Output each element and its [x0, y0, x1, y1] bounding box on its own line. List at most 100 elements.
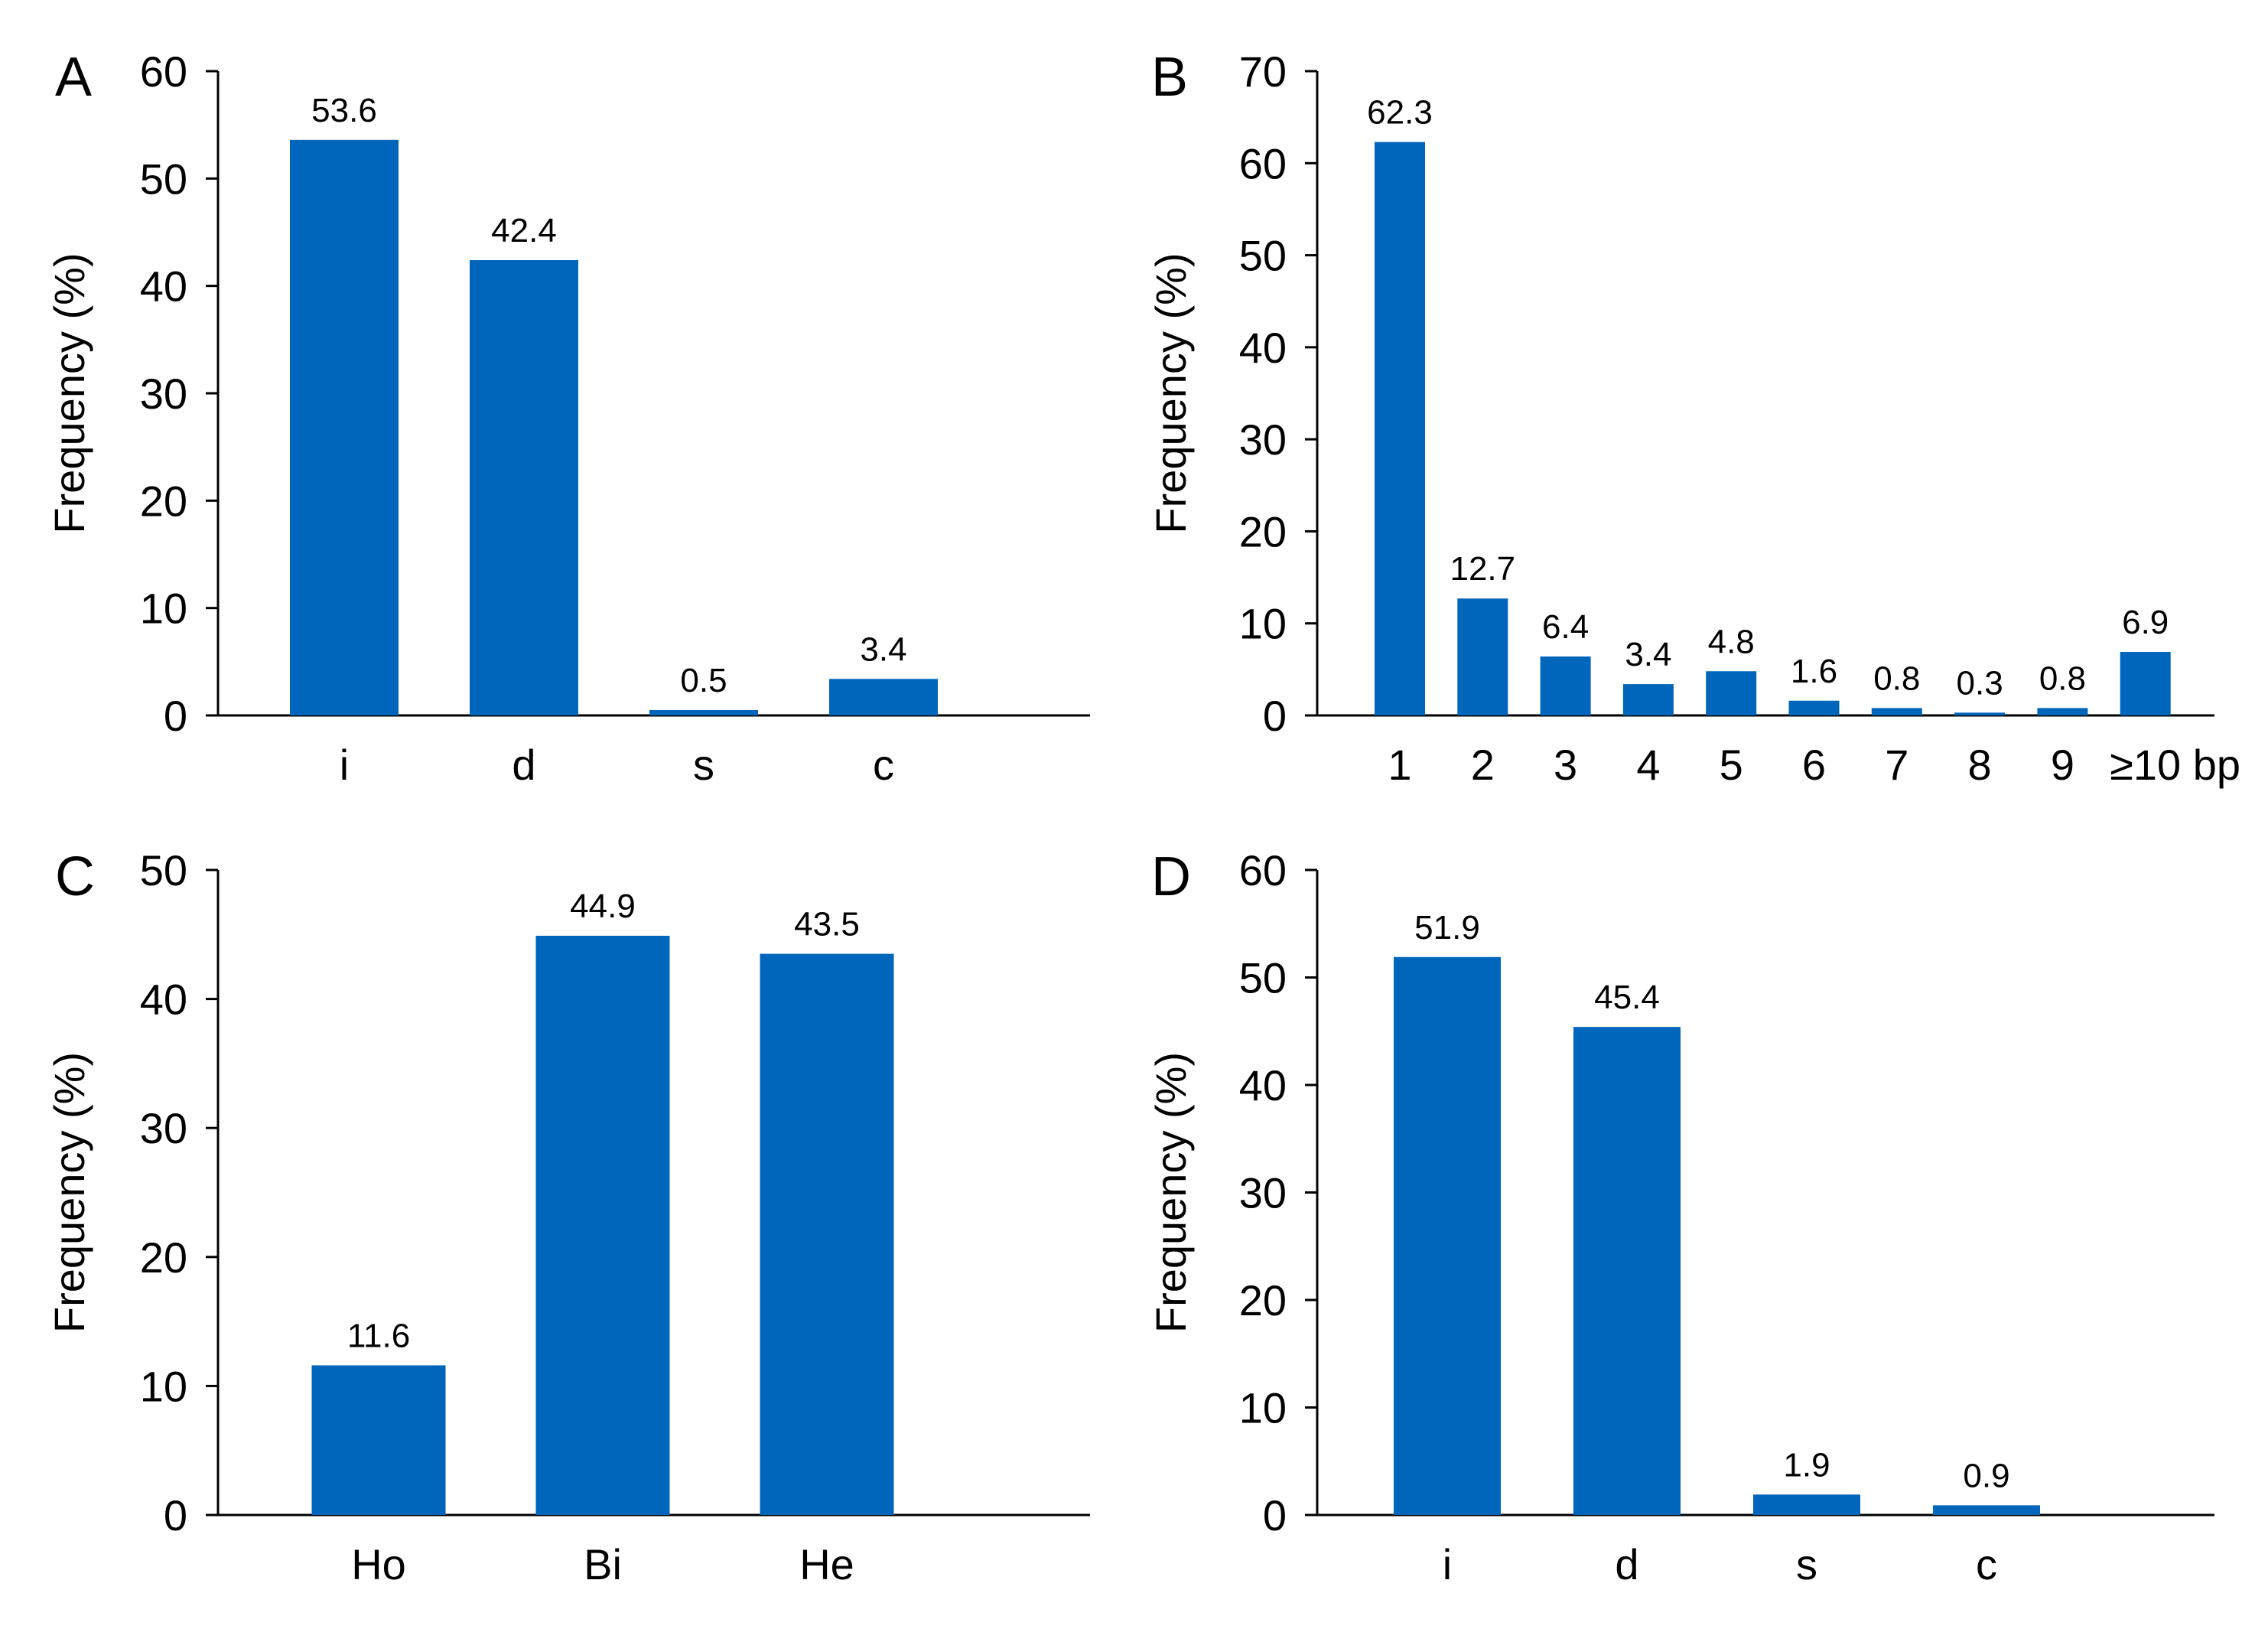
y-tick-label: 60 [1239, 139, 1287, 187]
data-label: 44.9 [570, 888, 636, 925]
y-tick-label: 10 [1239, 600, 1287, 648]
bar-He [760, 953, 894, 1515]
y-tick-label: 40 [140, 262, 187, 311]
x-tick-label: s [693, 741, 714, 789]
data-label: 51.9 [1414, 909, 1480, 946]
data-label: 6.4 [1542, 608, 1589, 646]
y-tick-label: 20 [140, 477, 187, 525]
y-tick-label: 40 [1239, 1061, 1287, 1109]
bar-6 [1788, 700, 1840, 715]
bar-7 [1871, 708, 1922, 715]
x-tick-label: d [1615, 1540, 1638, 1588]
y-tick-label: 20 [1239, 507, 1287, 555]
x-tick-label: 8 [1968, 741, 1992, 789]
x-tick-label: 6 [1802, 741, 1826, 789]
x-tick-label: Bi [584, 1540, 622, 1588]
x-tick-label: 4 [1636, 741, 1660, 789]
y-axis-label: Frequency (%) [45, 252, 93, 533]
panel-letter: D [1151, 846, 1191, 907]
y-tick-label: 60 [140, 47, 187, 96]
y-tick-label: 50 [1239, 954, 1287, 1002]
y-axis-label: Frequency (%) [1147, 252, 1195, 533]
data-label: 62.3 [1367, 94, 1433, 132]
y-tick-label: 50 [1239, 232, 1287, 280]
bar-i [1394, 956, 1501, 1515]
data-label: 0.3 [1957, 664, 2003, 702]
bar-Ho [311, 1365, 446, 1515]
y-tick-label: 0 [1263, 1491, 1287, 1539]
bar-1 [1375, 142, 1425, 715]
data-label: 43.5 [794, 906, 860, 943]
bar-3 [1540, 656, 1591, 715]
bar-4 [1622, 684, 1674, 715]
data-label: 0.9 [1963, 1457, 2009, 1494]
y-tick-label: 20 [140, 1233, 187, 1282]
bar-8 [1954, 712, 2006, 715]
x-tick-label: 9 [2051, 741, 2074, 789]
panel-d: D Frequency (%) 0 10 20 30 40 50 60 51.9 i 45.4 d 1.9… [1147, 846, 2214, 1588]
bar-2 [1457, 598, 1508, 715]
y-tick-label: 0 [1263, 692, 1287, 740]
x-tick-label: 3 [1554, 741, 1577, 789]
bar-s [1753, 1494, 1860, 1515]
data-label: 12.7 [1450, 550, 1515, 588]
data-label: 1.9 [1783, 1446, 1830, 1484]
x-tick-label: 7 [1885, 741, 1908, 789]
y-tick-label: 10 [1239, 1384, 1287, 1432]
x-tick-label: i [1443, 1540, 1452, 1588]
y-tick-label: 30 [140, 1104, 187, 1152]
x-tick-label: i [340, 741, 349, 789]
bar-d [470, 259, 578, 715]
data-label: 11.6 [347, 1317, 410, 1354]
y-tick-label: 70 [1239, 47, 1287, 96]
data-label: 4.8 [1708, 623, 1755, 660]
y-tick-label: 40 [140, 976, 187, 1024]
panel-letter: B [1151, 47, 1188, 108]
y-tick-label: 30 [1239, 415, 1287, 464]
y-tick-label: 0 [164, 692, 187, 740]
x-tick-label: d [512, 741, 535, 789]
x-unit-label: bp [2193, 741, 2240, 789]
bar-9 [2037, 708, 2088, 715]
y-tick-label: 10 [140, 1362, 187, 1410]
data-label: 0.8 [1873, 660, 1920, 697]
bar-Bi [535, 935, 670, 1515]
bar-s [649, 709, 758, 715]
data-label: 3.4 [1625, 636, 1671, 673]
panel-letter: C [55, 846, 95, 907]
panel-b: B Frequency (%) 0 10 20 30 40 50 60 70 62.3 1 12.7 2 6… [1147, 47, 2240, 789]
x-tick-label: Ho [351, 1540, 406, 1588]
data-label: 1.6 [1791, 653, 1837, 690]
x-tick-label: s [1796, 1540, 1817, 1588]
y-tick-label: 30 [140, 370, 187, 418]
y-axis-label: Frequency (%) [1147, 1052, 1195, 1333]
panel-c: C Frequency (%) 0 10 20 30 40 50 11.6 Ho 44.9 Bi 43.… [45, 846, 1090, 1588]
y-tick-label: 50 [140, 846, 187, 894]
y-tick-label: 30 [1239, 1169, 1287, 1217]
data-label: 45.4 [1594, 979, 1660, 1016]
data-label: 42.4 [491, 212, 557, 249]
bar-d [1573, 1027, 1681, 1515]
x-tick-label: 1 [1388, 741, 1411, 789]
data-label: 0.8 [2039, 660, 2086, 697]
bar-c [1933, 1505, 2040, 1515]
bar-i [290, 139, 399, 715]
x-tick-label: c [1976, 1540, 1997, 1588]
y-tick-label: 40 [1239, 324, 1287, 372]
y-tick-label: 10 [140, 585, 187, 633]
x-tick-label: ≥10 [2110, 741, 2181, 789]
x-tick-label: c [873, 741, 894, 789]
data-label: 6.9 [2122, 604, 2169, 641]
y-tick-label: 20 [1239, 1276, 1287, 1324]
bar-5 [1706, 671, 1757, 715]
data-label: 0.5 [680, 662, 727, 699]
y-tick-label: 50 [140, 155, 187, 203]
panel-a: A Frequency (%) 0 10 20 30 40 50 60 53.6 i 42.4 d 0.5… [45, 47, 1090, 789]
bar-≥10 [2120, 652, 2171, 715]
x-tick-label: 2 [1471, 741, 1495, 789]
data-label: 53.6 [311, 92, 377, 129]
bar-c [829, 679, 938, 715]
x-tick-label: 5 [1720, 741, 1743, 789]
y-axis-label: Frequency (%) [45, 1052, 93, 1333]
